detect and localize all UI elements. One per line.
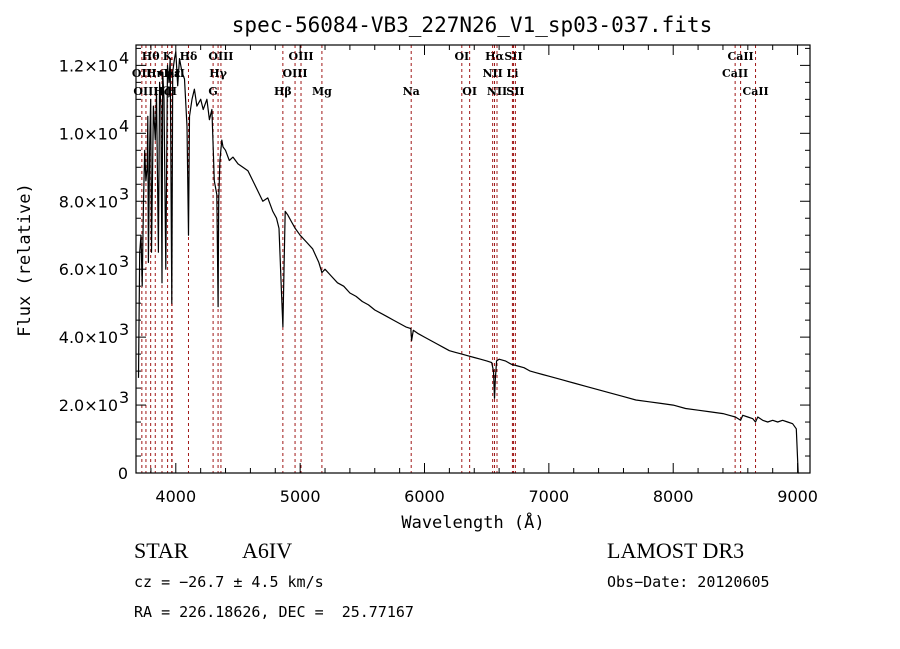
y-tick-label: 1.0×10 bbox=[59, 124, 118, 143]
y-tick-label: 1.2×10 bbox=[59, 56, 118, 75]
y-tick-exponent: 4 bbox=[119, 48, 129, 67]
line-marker-label: Hα bbox=[485, 50, 504, 63]
y-tick-label: 4.0×10 bbox=[59, 328, 118, 347]
line-marker-label: H bbox=[167, 85, 177, 98]
line-marker-label: SII bbox=[504, 50, 522, 63]
line-marker-label: Hγ bbox=[209, 67, 227, 80]
line-marker-label: Hβ bbox=[274, 85, 292, 98]
x-axis-label: Wavelength (Å) bbox=[401, 511, 544, 533]
x-tick-label: 6000 bbox=[404, 487, 445, 506]
y-tick-label: 6.0×10 bbox=[59, 260, 118, 279]
redshift-text: cz = −26.7 ± 4.5 km/s bbox=[134, 573, 324, 591]
series-line-spectrum bbox=[137, 51, 799, 474]
x-tick-label: 5000 bbox=[280, 487, 321, 506]
line-marker-label: OII bbox=[132, 67, 152, 80]
x-tick-label: 8000 bbox=[653, 487, 694, 506]
line-marker-label: CaII bbox=[742, 85, 768, 98]
plot-frame bbox=[135, 44, 811, 474]
line-marker-label: OI bbox=[454, 50, 469, 63]
line-marker-label: NII bbox=[487, 85, 507, 98]
line-marker-label: Hδ bbox=[180, 50, 198, 63]
object-subclass: A6IV bbox=[242, 538, 293, 563]
line-marker-label: G bbox=[208, 85, 217, 98]
line-marker-label: OI bbox=[462, 85, 477, 98]
line-marker-label: Na bbox=[403, 85, 420, 98]
spectrum-series bbox=[137, 51, 799, 474]
y-axis-label: Flux (relative) bbox=[15, 183, 35, 337]
line-marker-label: Mg bbox=[312, 85, 332, 98]
x-tick-label: 9000 bbox=[777, 487, 818, 506]
chart-title: spec-56084-VB3_227N26_V1_sp03-037.fits bbox=[232, 13, 712, 37]
line-marker-label: SII bbox=[506, 85, 524, 98]
line-marker-label: OIII bbox=[208, 50, 233, 63]
y-tick-exponent: 3 bbox=[119, 184, 129, 203]
line-marker-label: NII bbox=[482, 67, 502, 80]
line-marker-label: Li bbox=[506, 67, 518, 80]
y-tick-label: 2.0×10 bbox=[59, 396, 118, 415]
y-tick-exponent: 3 bbox=[119, 320, 129, 339]
line-marker-label: CaII bbox=[722, 67, 748, 80]
line-marker-label: OIII bbox=[283, 67, 308, 80]
y-tick-label: 0 bbox=[118, 464, 128, 483]
y-tick-exponent: 4 bbox=[119, 116, 129, 135]
survey-name: LAMOST DR3 bbox=[607, 538, 745, 563]
line-marker-label: OIII bbox=[289, 50, 314, 63]
x-tick-label: 7000 bbox=[528, 487, 569, 506]
y-tick-exponent: 3 bbox=[119, 388, 129, 407]
y-tick-exponent: 3 bbox=[119, 252, 129, 271]
line-marker-label: OIII bbox=[133, 85, 158, 98]
coords-text: RA = 226.18626, DEC = 25.77167 bbox=[134, 603, 414, 621]
line-marker-label: K bbox=[163, 50, 173, 63]
line-marker-label: Hη bbox=[146, 67, 164, 80]
object-class: STAR bbox=[134, 538, 189, 563]
x-tick-label: 4000 bbox=[155, 487, 196, 506]
y-tick-label: 8.0×10 bbox=[59, 192, 118, 211]
line-marker-label: CaII bbox=[728, 50, 754, 63]
obs-date: Obs−Date: 20120605 bbox=[607, 573, 770, 591]
line-marker-label: Hθ bbox=[142, 50, 160, 63]
